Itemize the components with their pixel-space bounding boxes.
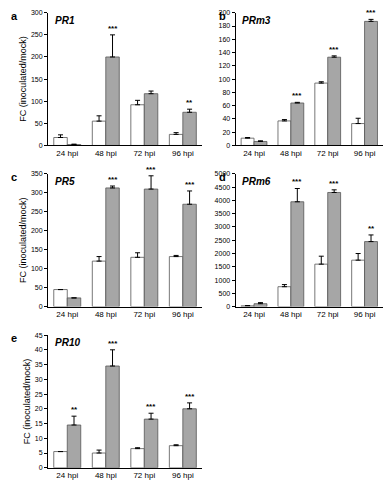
svg-text:500: 500 (219, 290, 231, 297)
svg-text:5000: 5000 (215, 170, 231, 177)
svg-text:25: 25 (35, 391, 43, 398)
svg-text:***: *** (185, 180, 195, 189)
svg-text:150: 150 (31, 76, 43, 83)
svg-text:72 hpi: 72 hpi (133, 310, 155, 319)
svg-text:300: 300 (31, 189, 43, 196)
svg-text:48 hpi: 48 hpi (280, 149, 302, 158)
svg-text:96 hpi: 96 hpi (172, 149, 194, 158)
svg-text:24 hpi: 24 hpi (243, 149, 265, 158)
svg-text:15: 15 (35, 420, 43, 427)
svg-text:***: *** (108, 175, 118, 184)
svg-text:3500: 3500 (215, 210, 231, 217)
svg-text:2500: 2500 (215, 237, 231, 244)
svg-text:3000: 3000 (215, 223, 231, 230)
svg-text:200: 200 (31, 53, 43, 60)
svg-text:d: d (219, 171, 226, 183)
svg-text:PR5: PR5 (55, 176, 75, 187)
svg-text:60: 60 (222, 102, 230, 109)
svg-text:72 hpi: 72 hpi (317, 149, 339, 158)
svg-text:1000: 1000 (215, 277, 231, 284)
svg-text:***: *** (292, 91, 302, 100)
svg-text:100: 100 (31, 265, 43, 272)
svg-text:180: 180 (219, 22, 231, 29)
svg-text:***: *** (185, 392, 195, 401)
svg-text:96 hpi: 96 hpi (172, 310, 194, 319)
svg-text:140: 140 (219, 49, 231, 56)
svg-text:***: *** (292, 177, 302, 186)
svg-text:45: 45 (35, 332, 43, 339)
svg-text:a: a (11, 10, 18, 22)
svg-text:0: 0 (39, 142, 43, 149)
svg-text:2000: 2000 (215, 250, 231, 257)
svg-text:FC (inoculated/mock): FC (inoculated/mock) (18, 36, 28, 122)
svg-text:50: 50 (35, 284, 43, 291)
svg-text:96 hpi: 96 hpi (172, 471, 194, 480)
svg-text:***: *** (329, 45, 339, 54)
svg-text:0: 0 (39, 464, 43, 471)
svg-text:96 hpi: 96 hpi (354, 149, 376, 158)
svg-text:48 hpi: 48 hpi (95, 149, 117, 158)
svg-text:0: 0 (226, 142, 230, 149)
svg-text:150: 150 (31, 246, 43, 253)
svg-text:5: 5 (39, 449, 43, 456)
svg-text:72 hpi: 72 hpi (317, 310, 339, 319)
svg-text:b: b (219, 10, 226, 22)
svg-text:120: 120 (219, 62, 231, 69)
svg-text:***: *** (146, 402, 156, 411)
svg-text:350: 350 (31, 170, 43, 177)
svg-text:***: *** (329, 179, 339, 188)
svg-text:24 hpi: 24 hpi (56, 149, 78, 158)
svg-text:24 hpi: 24 hpi (56, 310, 78, 319)
svg-text:300: 300 (31, 9, 43, 16)
svg-text:30: 30 (35, 376, 43, 383)
svg-text:48 hpi: 48 hpi (95, 471, 117, 480)
svg-text:PRm3: PRm3 (242, 15, 271, 26)
svg-text:100: 100 (219, 76, 231, 83)
svg-text:200: 200 (219, 9, 231, 16)
svg-text:4500: 4500 (215, 184, 231, 191)
svg-text:0: 0 (226, 303, 230, 310)
svg-text:250: 250 (31, 31, 43, 38)
svg-text:***: *** (366, 8, 376, 17)
svg-text:72 hpi: 72 hpi (133, 149, 155, 158)
svg-text:FC (inoculated/mock): FC (inoculated/mock) (18, 197, 28, 283)
svg-text:35: 35 (35, 361, 43, 368)
svg-text:**: ** (186, 98, 193, 107)
svg-text:24 hpi: 24 hpi (243, 310, 265, 319)
svg-text:40: 40 (222, 115, 230, 122)
svg-text:PR1: PR1 (55, 15, 75, 26)
svg-text:48 hpi: 48 hpi (95, 310, 117, 319)
svg-text:20: 20 (35, 405, 43, 412)
svg-text:**: ** (71, 405, 78, 414)
svg-text:72 hpi: 72 hpi (133, 471, 155, 480)
svg-text:20: 20 (222, 129, 230, 136)
svg-text:48 hpi: 48 hpi (280, 310, 302, 319)
svg-text:50: 50 (35, 120, 43, 127)
svg-text:1500: 1500 (215, 263, 231, 270)
svg-text:80: 80 (222, 89, 230, 96)
svg-text:***: *** (108, 24, 118, 33)
svg-text:4000: 4000 (215, 197, 231, 204)
svg-text:PR10: PR10 (55, 337, 80, 348)
svg-text:c: c (11, 171, 17, 183)
svg-text:200: 200 (31, 227, 43, 234)
svg-text:100: 100 (31, 98, 43, 105)
svg-text:***: *** (146, 165, 156, 174)
svg-text:**: ** (368, 224, 375, 233)
svg-text:250: 250 (31, 208, 43, 215)
svg-text:***: *** (108, 339, 118, 348)
svg-text:24 hpi: 24 hpi (56, 471, 78, 480)
svg-text:10: 10 (35, 435, 43, 442)
svg-text:FC (inoculated/mock): FC (inoculated/mock) (22, 359, 32, 445)
svg-text:e: e (11, 332, 17, 344)
svg-text:96 hpi: 96 hpi (354, 310, 376, 319)
svg-text:160: 160 (219, 36, 231, 43)
svg-text:0: 0 (39, 303, 43, 310)
svg-text:PRm6: PRm6 (242, 176, 271, 187)
svg-text:40: 40 (35, 346, 43, 353)
